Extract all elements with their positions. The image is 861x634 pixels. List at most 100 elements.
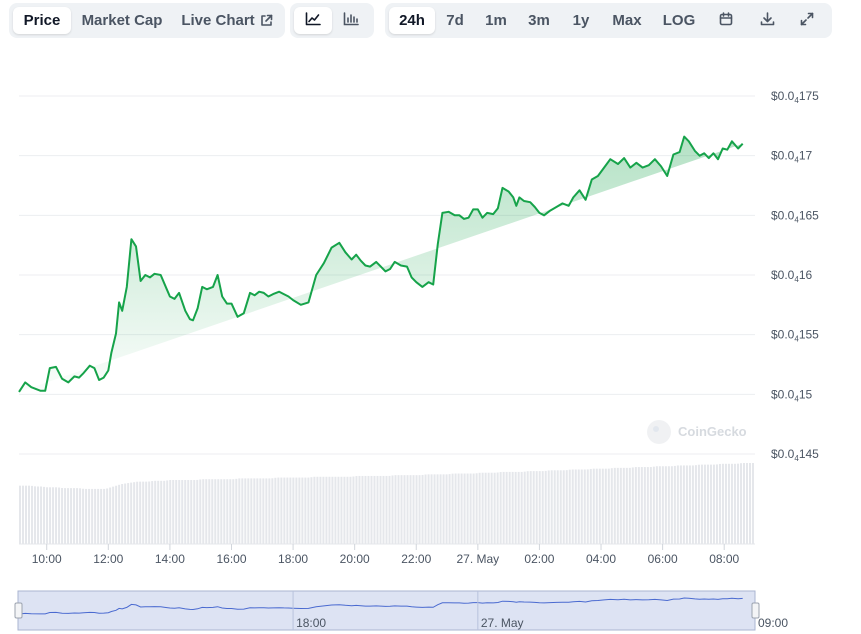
volume-bar [547,470,550,544]
range-3m-label: 3m [528,12,550,29]
volume-bar [361,475,364,544]
volume-bar [67,488,70,544]
volume-bar [301,477,304,544]
volume-bar [742,463,745,544]
volume-bar [649,467,652,544]
x-tick-label: 10:00 [32,552,62,566]
volume-bar [505,471,508,544]
volume-bar [394,475,397,544]
volume-bar [148,481,151,544]
fullscreen-icon [800,12,814,30]
volume-bar [409,475,412,544]
volume-bar [553,470,556,544]
volume-bar [520,471,523,544]
volume-bar [268,478,271,544]
x-tick-label: 02:00 [524,552,554,566]
volume-bar [562,470,565,544]
volume-bar [349,476,352,544]
volume-bar [526,471,529,544]
volume-bar [157,480,160,544]
navigator-right-handle[interactable] [751,602,760,619]
volume-bar [364,475,367,544]
navigator[interactable]: 18:00 27. May 09:00 [14,590,788,631]
volume-bar [109,487,112,544]
coingecko-logo-icon [647,420,671,444]
volume-bar [472,473,475,544]
volume-bar [313,476,316,544]
range-max[interactable]: Max [601,7,653,34]
range-max-label: Max [612,12,642,29]
volume-bar [37,486,40,544]
volume-bar [457,473,460,544]
range-24h-label: 24h [399,12,425,29]
y-tick-label: $0.04165 [771,208,819,224]
range-7d[interactable]: 7d [435,7,475,34]
range-24h[interactable]: 24h [389,7,435,34]
volume-bar [445,474,448,544]
bar-chart-button[interactable] [332,7,370,34]
tab-price[interactable]: Price [13,7,71,34]
range-3m[interactable]: 3m [517,7,561,34]
volume-bar [61,488,64,544]
volume-bar [706,464,709,544]
volume-bar [745,463,748,544]
volume-bar [265,478,268,544]
log-toggle-label: LOG [662,12,696,29]
volume-bar [667,466,670,544]
y-tick-prefix: $0.0 [771,268,795,282]
y-tick-prefix: $0.0 [771,149,795,163]
range-1m[interactable]: 1m [475,7,517,34]
volume-bar [79,488,82,544]
navigator-label: 09:00 [758,616,788,630]
y-tick-suffix: 15 [799,387,813,401]
volume-bar [589,468,592,544]
volume-bar [625,467,628,544]
y-tick-prefix: $0.0 [771,328,795,342]
volume-bar [679,465,682,544]
volume-bar [682,465,685,544]
calendar-button[interactable] [705,7,747,34]
range-group: 24h 7d 1m 3m 1y Max LOG [385,3,832,38]
volume-bar [160,480,163,544]
log-toggle[interactable]: LOG [653,7,705,34]
navigator-selection[interactable] [17,590,756,631]
volume-bar [478,472,481,544]
fullscreen-button[interactable] [787,7,827,34]
range-1y[interactable]: 1y [561,7,601,34]
volume-bar [556,470,559,544]
y-tick-prefix: $0.0 [771,387,795,401]
volume-bar [613,467,616,544]
volume-bar [211,479,214,544]
tab-market-cap[interactable]: Market Cap [71,7,173,34]
navigator-labels: 18:00 27. May 09:00 [292,591,788,630]
volume-bar [181,480,184,544]
navigator-left-handle[interactable] [14,602,23,619]
volume-bar [259,478,262,544]
line-chart-button[interactable] [294,7,332,34]
volume-bar [214,479,217,544]
y-tick-label: $0.0416 [771,268,812,284]
volume-bar [421,474,424,544]
volume-bar [604,468,607,544]
volume-bar [628,467,631,544]
volume-bar [205,479,208,544]
volume-bar [565,470,568,544]
tab-live-chart-label: Live Chart [181,12,255,29]
volume-bar [241,478,244,544]
volume-bar [574,469,577,544]
volume-bar [502,471,505,544]
volume-bar [580,469,583,544]
volume-bar [721,463,724,544]
volume-bar [733,463,736,544]
volume-bar [256,478,259,544]
volume-bar [76,488,79,544]
tab-live-chart[interactable]: Live Chart [173,7,281,34]
volume-bar [34,486,37,544]
download-button[interactable] [747,7,787,34]
volume-bar [100,488,103,544]
volume-bar [532,471,535,544]
volume-bar [139,481,142,544]
volume-bar [640,467,643,544]
volume-bar [88,488,91,544]
